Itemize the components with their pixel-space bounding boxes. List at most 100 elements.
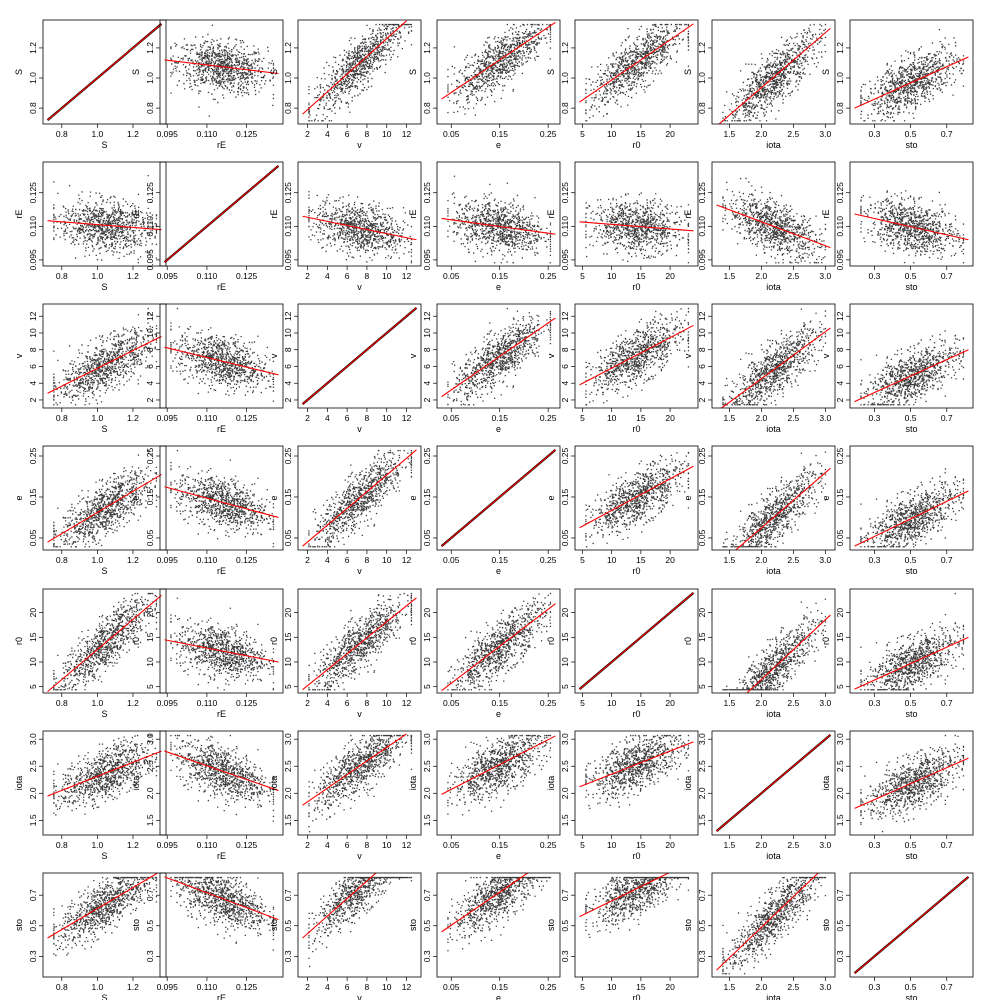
x-tick-label: 0.25 (540, 129, 557, 139)
y-tick-label: 4 (145, 381, 155, 386)
y-axis-label: e (131, 495, 141, 500)
x-axis-label: r0 (632, 424, 640, 434)
x-axis-label: v (357, 993, 362, 1000)
x-tick-label: 20 (665, 982, 675, 992)
x-tick-label: 6 (345, 840, 350, 850)
y-tick-label: 1.0 (422, 72, 432, 84)
regression-line (164, 486, 279, 518)
x-tick-label: 6 (345, 698, 350, 708)
panel-iota-vs-v: 2 4 6 8 10 12 v 1.5 2.0 2.5 3.0 iota (269, 730, 422, 861)
panel-frame (574, 588, 699, 694)
x-axis-label: r0 (632, 851, 640, 861)
y-axis-label: sto (821, 919, 831, 931)
regression-line (579, 221, 694, 232)
y-tick-label: 1.5 (283, 814, 293, 826)
regression-line (47, 335, 162, 394)
x-tick-label: 5 (580, 271, 585, 281)
regression-line (720, 327, 831, 408)
x-tick-label: 0.7 (941, 555, 953, 565)
y-tick-label: 0.8 (28, 102, 38, 114)
x-axis-label: sto (905, 140, 917, 150)
x-axis-label: v (357, 424, 362, 434)
x-axis-label: rE (217, 851, 226, 861)
scatter-points (722, 451, 827, 548)
panel-frame (436, 445, 561, 551)
x-tick-label: 15 (636, 555, 646, 565)
y-tick-label: 2.0 (697, 787, 707, 799)
x-tick-label: 1.2 (127, 129, 139, 139)
y-axis-label: r0 (131, 637, 141, 645)
x-axis-label: rE (217, 424, 226, 434)
x-tick-label: 12 (402, 271, 412, 281)
panel-frame (297, 872, 422, 978)
scatter-points (170, 597, 275, 691)
panel-r0-vs-e: 0.05 0.15 0.25 e 5 10 15 20 r0 (408, 588, 561, 719)
x-tick-label: 2 (305, 698, 310, 708)
y-tick-label: 1.0 (835, 72, 845, 84)
y-tick-label: 1.2 (283, 42, 293, 54)
x-tick-label: 8 (365, 413, 370, 423)
point-cloud (585, 734, 690, 810)
regression-line (579, 23, 694, 103)
scatter-points (447, 592, 552, 691)
x-axis-label: r0 (632, 140, 640, 150)
panel-e-vs-e: 0.05 0.15 0.25 e 0.05 0.15 0.25 e (408, 445, 561, 576)
regression-line (854, 349, 969, 403)
regression-line (716, 873, 819, 971)
x-tick-label: 2.0 (755, 698, 767, 708)
x-tick-label: 10 (382, 698, 392, 708)
x-tick-label: 5 (580, 555, 585, 565)
regression-line (441, 217, 556, 235)
regression-line (164, 750, 279, 792)
x-tick-label: 3.0 (819, 555, 831, 565)
panel-frame (159, 445, 284, 551)
y-tick-label: 2 (283, 397, 293, 402)
point-cloud (447, 876, 552, 952)
point-cloud (308, 592, 413, 691)
x-tick-label: 0.7 (941, 698, 953, 708)
panel-v-vs-r0: 5 10 15 20 r0 2 4 6 8 10 12 v (546, 303, 699, 434)
panel-v-vs-rE: 0.095 0.110 0.125 rE 2 4 6 8 10 12 v (131, 303, 284, 434)
x-axis-label: v (357, 851, 362, 861)
y-tick-label: 3.0 (145, 733, 155, 745)
y-axis-label: e (546, 495, 556, 500)
y-tick-label: 3.0 (697, 733, 707, 745)
panel-S-vs-rE: 0.095 0.110 0.125 rE 0.8 1.0 1.2 S (131, 19, 284, 150)
scatter-points (860, 592, 965, 691)
y-tick-label: 0.25 (422, 447, 432, 464)
panel-frame (159, 303, 284, 409)
regression-line (164, 165, 279, 263)
y-tick-label: 12 (28, 311, 38, 321)
x-tick-label: 0.3 (869, 271, 881, 281)
panel-frame (42, 872, 167, 978)
x-tick-label: 0.095 (157, 982, 179, 992)
y-tick-label: 0.15 (835, 488, 845, 505)
panel-v-vs-sto: 0.3 0.5 0.7 sto 2 4 6 8 10 12 v (821, 303, 974, 434)
panel-frame (574, 730, 699, 836)
y-tick-label: 20 (835, 608, 845, 618)
x-tick-label: 0.095 (157, 271, 179, 281)
y-tick-label: 2.5 (835, 760, 845, 772)
y-tick-label: 0.25 (697, 447, 707, 464)
regression-line (302, 307, 417, 405)
y-tick-label: 15 (835, 632, 845, 642)
y-tick-label: 20 (560, 608, 570, 618)
point-cloud (170, 876, 275, 951)
y-tick-label: 0.110 (560, 216, 570, 237)
regression-line (579, 324, 694, 386)
x-tick-label: 2.5 (787, 840, 799, 850)
x-tick-label: 1.2 (127, 271, 139, 281)
y-tick-label: 6 (422, 364, 432, 369)
scatter-points (53, 734, 158, 816)
x-tick-label: 3.0 (819, 698, 831, 708)
x-tick-label: 0.125 (236, 982, 258, 992)
y-tick-label: 2 (145, 397, 155, 402)
panel-frame (159, 872, 284, 978)
y-tick-label: 8 (28, 347, 38, 352)
y-tick-label: 4 (283, 381, 293, 386)
regression-line (746, 614, 831, 693)
panel-frame (297, 730, 422, 836)
x-tick-label: 2.0 (755, 413, 767, 423)
panel-v-vs-e: 0.05 0.15 0.25 e 2 4 6 8 10 12 v (408, 303, 561, 434)
y-tick-label: 1.0 (145, 72, 155, 84)
